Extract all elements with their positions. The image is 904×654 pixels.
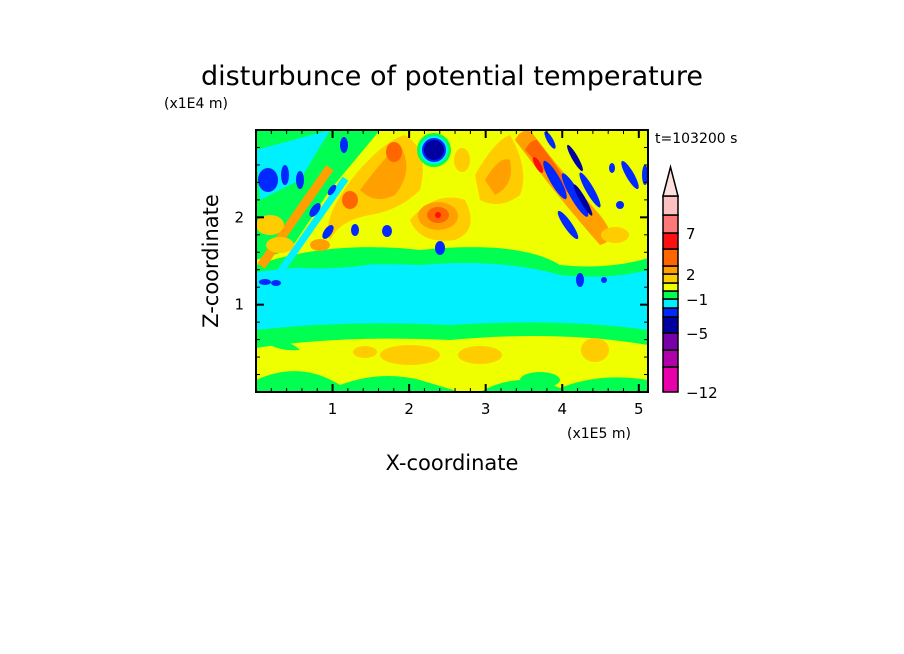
x-scale-label: (x1E5 m) bbox=[567, 426, 631, 442]
y-tick-label: 1 bbox=[234, 296, 244, 314]
axis-ticks: 1 2 3 4 5 1 2 bbox=[234, 130, 648, 418]
colorbar-segment bbox=[662, 332, 679, 351]
colorbar-tick-label: −5 bbox=[686, 325, 708, 343]
x-tick-label: 2 bbox=[404, 400, 414, 418]
x-tick-label: 1 bbox=[328, 400, 338, 418]
colorbar-segment bbox=[662, 195, 679, 216]
colorbar-segment bbox=[662, 282, 679, 292]
colorbar-segment bbox=[662, 298, 679, 309]
plot-frame bbox=[255, 129, 649, 393]
colorbar-tick-label: 2 bbox=[686, 266, 696, 284]
colorbar-segment bbox=[662, 273, 679, 284]
colorbar-segment bbox=[662, 214, 679, 234]
x-tick-label: 5 bbox=[634, 400, 644, 418]
chart-title: disturbunce of potential temperature bbox=[201, 61, 703, 92]
colorbar: −12−5−127 bbox=[662, 164, 718, 402]
time-label: t=103200 s bbox=[655, 131, 737, 147]
colorbar-segment bbox=[662, 307, 679, 318]
colorbar-segment bbox=[662, 248, 679, 267]
x-axis-label: X-coordinate bbox=[386, 451, 519, 475]
colorbar-segment bbox=[662, 316, 679, 334]
colorbar-extend-triangle bbox=[662, 164, 679, 197]
colorbar-tick-label: 7 bbox=[686, 225, 696, 243]
contour-field bbox=[256, 130, 648, 392]
x-tick-label: 3 bbox=[481, 400, 491, 418]
y-axis-label: Z-coordinate bbox=[199, 194, 223, 328]
y-tick-label: 2 bbox=[234, 208, 244, 226]
colorbar-tick-label: −12 bbox=[686, 384, 718, 402]
colorbar-tick-label: −1 bbox=[686, 291, 708, 309]
colorbar-segment bbox=[662, 232, 679, 250]
colorbar-segment bbox=[662, 265, 679, 275]
colorbar-segment bbox=[662, 366, 679, 393]
colorbar-segment bbox=[662, 290, 679, 300]
y-scale-label: (x1E4 m) bbox=[164, 96, 228, 112]
x-tick-label: 4 bbox=[557, 400, 567, 418]
colorbar-segment bbox=[662, 349, 679, 368]
